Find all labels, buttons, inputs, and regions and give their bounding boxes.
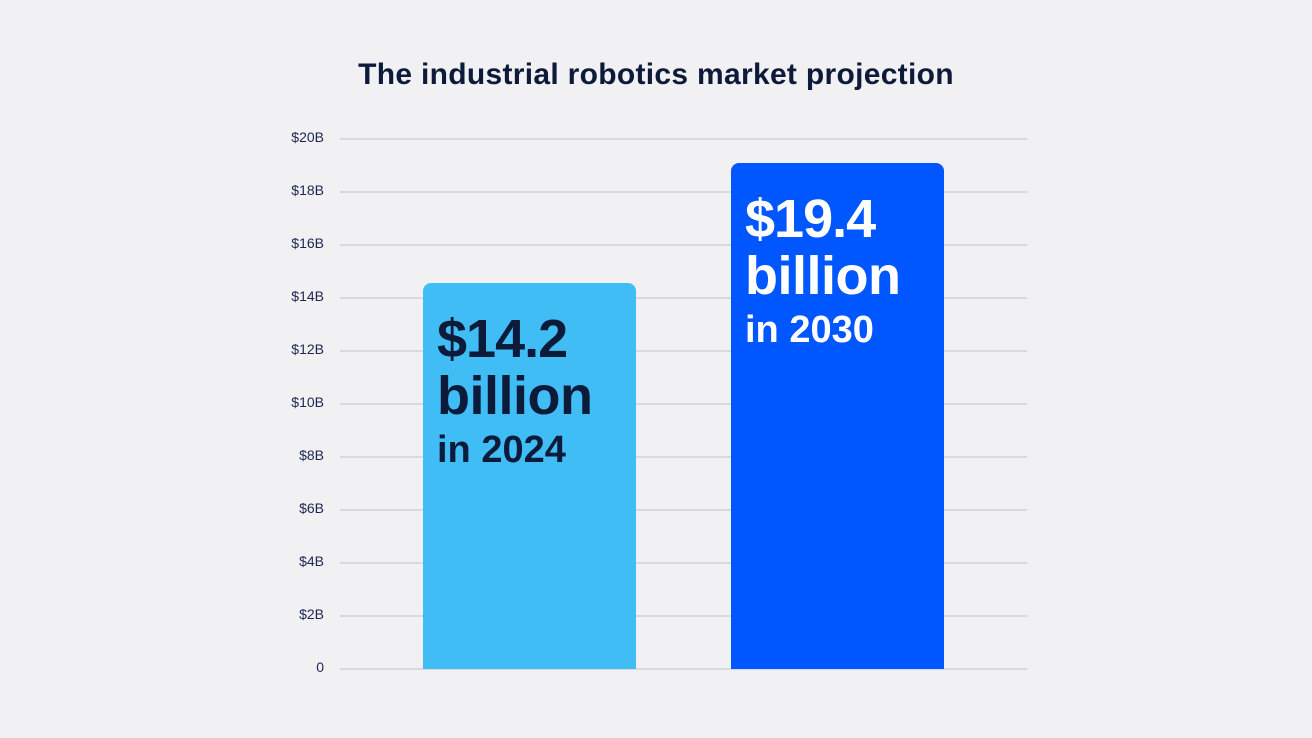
bar-value-label: $14.2 — [437, 309, 568, 369]
gridline — [340, 668, 1027, 670]
gridline — [340, 456, 1027, 458]
bar-year-label: in 2024 — [437, 429, 566, 471]
bar-2024: $14.2 billion in 2024 — [423, 283, 636, 669]
bar-year-label: in 2030 — [745, 309, 874, 351]
y-tick-label: $20B — [291, 129, 324, 145]
gridline — [340, 244, 1027, 246]
y-tick-label: $18B — [291, 182, 324, 198]
y-tick-label: $4B — [299, 553, 324, 569]
bar-unit-label: billion — [745, 246, 901, 306]
y-tick-label: $10B — [291, 394, 324, 410]
y-tick-label: $14B — [291, 288, 324, 304]
bar-value-label: $19.4 — [745, 189, 876, 249]
gridline — [340, 138, 1027, 140]
y-tick-label: $8B — [299, 447, 324, 463]
bar-unit-label: billion — [437, 366, 593, 426]
gridline — [340, 297, 1027, 299]
bar-2030: $19.4 billion in 2030 — [731, 163, 944, 669]
gridline — [340, 615, 1027, 617]
y-tick-label: $2B — [299, 606, 324, 622]
chart-title: The industrial robotics market projectio… — [358, 58, 954, 91]
y-tick-label: $16B — [291, 235, 324, 251]
y-tick-label: $6B — [299, 500, 324, 516]
gridline — [340, 191, 1027, 193]
gridline — [340, 562, 1027, 564]
gridline — [340, 403, 1027, 405]
gridline — [340, 350, 1027, 352]
y-tick-label: $12B — [291, 341, 324, 357]
y-tick-label: 0 — [316, 659, 324, 675]
gridline — [340, 509, 1027, 511]
